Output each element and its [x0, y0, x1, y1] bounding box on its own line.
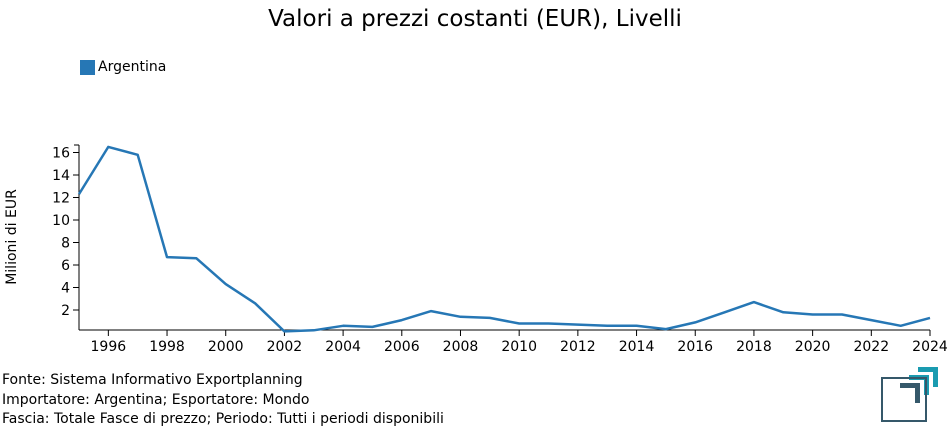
x-tick-label-2004: 2004	[325, 339, 361, 355]
x-tick-label-2022: 2022	[853, 339, 889, 355]
footer-importer: Importatore: Argentina; Esportatore: Mon…	[2, 391, 310, 408]
x-tick-label-2006: 2006	[384, 339, 420, 355]
exportplanning-logo-icon	[881, 367, 938, 422]
y-tick-label-10: 10	[52, 213, 70, 229]
y-tick-label-12: 12	[52, 191, 70, 207]
y-tick-label-16: 16	[52, 146, 70, 162]
x-tick-label-2010: 2010	[501, 339, 537, 355]
y-tick-label-14: 14	[52, 168, 70, 184]
footer-range: Fascia: Totale Fasce di prezzo; Periodo:…	[2, 411, 444, 427]
y-axis-label: Milioni di EUR	[4, 189, 20, 285]
y-ticks: 2 4 6 8 10 12 14 16	[52, 146, 79, 319]
x-tick-label-2018: 2018	[736, 339, 772, 355]
x-tick-label-2016: 2016	[677, 339, 713, 355]
x-tick-label-2002: 2002	[267, 339, 303, 355]
x-ticks: 1996 1998 2000 2002 2004 2006 2008 2010 2012 2014…	[91, 330, 948, 355]
x-tick-label-2008: 2008	[443, 339, 479, 355]
x-tick-label-2014: 2014	[619, 339, 655, 355]
y-tick-label-2: 2	[61, 303, 70, 319]
legend-label-argentina: Argentina	[98, 59, 167, 75]
y-tick-label-8: 8	[61, 236, 70, 252]
series-layer	[77, 145, 931, 333]
footer-source: Fonte: Sistema Informativo Exportplannin…	[2, 372, 303, 388]
x-tick-label-2024: 2024	[912, 339, 948, 355]
series-line-argentina	[77, 145, 931, 333]
legend-swatch-argentina	[80, 59, 95, 75]
x-tick-label-1998: 1998	[149, 339, 185, 355]
source-footer: Fonte: Sistema Informativo Exportplannin…	[2, 371, 444, 430]
x-tick-label-1996: 1996	[91, 339, 127, 355]
y-tick-label-4: 4	[61, 281, 70, 297]
y-tick-label-6: 6	[61, 258, 70, 274]
x-tick-label-2020: 2020	[795, 339, 831, 355]
legend: Argentina	[80, 59, 166, 75]
axes	[74, 144, 930, 331]
chart-title: Valori a prezzi costanti (EUR), Livelli	[268, 6, 682, 32]
x-tick-label-2012: 2012	[560, 339, 596, 355]
x-tick-label-2000: 2000	[208, 339, 244, 355]
